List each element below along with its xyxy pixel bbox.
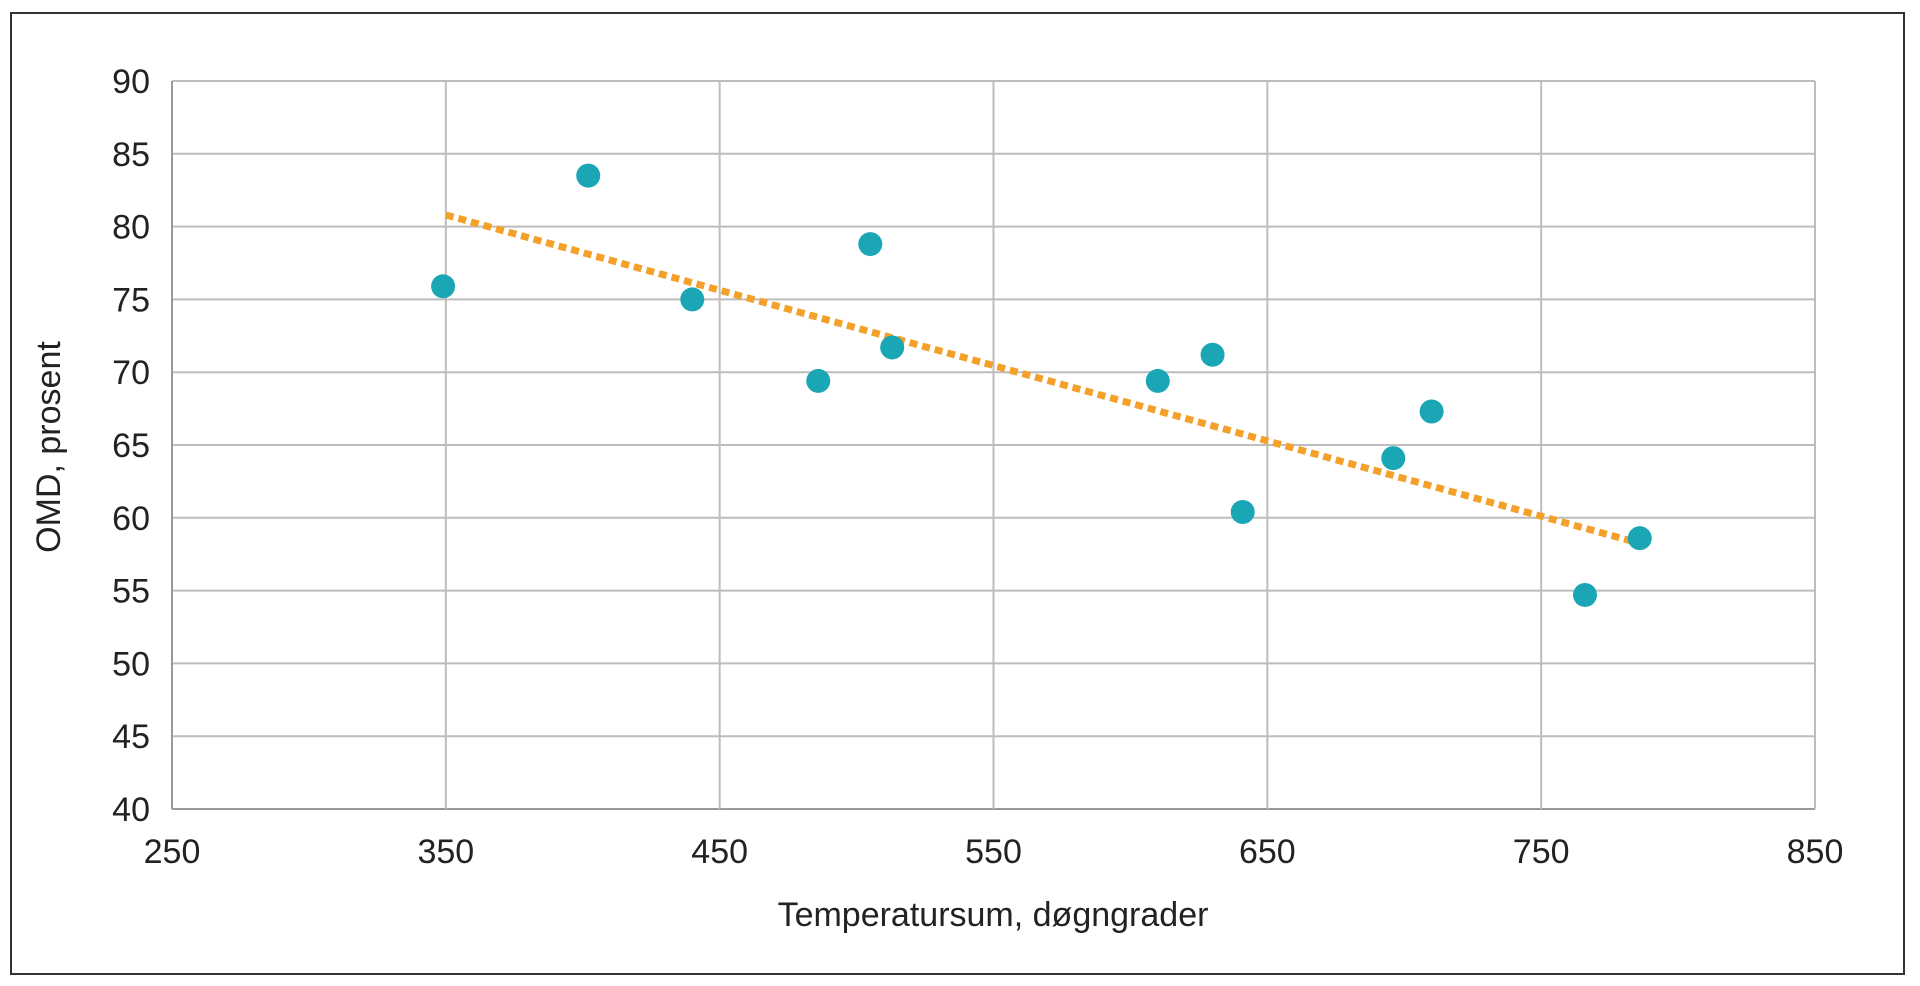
x-tick-labels: 250 350 450 550 650 750 850	[144, 833, 1844, 871]
x-axis-label: Temperatursum, døgngrader	[778, 896, 1209, 934]
data-point	[806, 368, 831, 393]
data-point	[576, 163, 601, 188]
x-tick-label: 250	[144, 833, 201, 871]
trendline	[444, 211, 1638, 546]
y-axis-label: OMD, prosent	[30, 341, 68, 553]
data-point	[1200, 342, 1225, 367]
data-point	[1145, 368, 1170, 393]
trendline-group	[444, 211, 1638, 546]
x-tick-label: 750	[1513, 833, 1570, 871]
y-tick-label: 90	[112, 63, 150, 101]
y-tick-label: 75	[112, 281, 150, 319]
y-tick-label: 55	[112, 573, 150, 611]
y-tick-label: 50	[112, 645, 150, 683]
y-tick-label: 70	[112, 354, 150, 392]
x-tick-label: 850	[1787, 833, 1844, 871]
y-tick-label: 60	[112, 500, 150, 538]
data-point	[680, 287, 705, 312]
grid-lines	[171, 80, 1816, 810]
data-point	[858, 232, 883, 257]
y-tick-label: 80	[112, 209, 150, 247]
y-tick-label: 85	[112, 136, 150, 174]
y-tick-label: 40	[112, 791, 150, 829]
x-tick-label: 650	[1239, 833, 1296, 871]
x-tick-label: 550	[965, 833, 1022, 871]
data-point	[880, 335, 905, 360]
y-tick-labels: 40 45 50 55 60 65 70 75 80 85 90	[112, 63, 150, 829]
y-tick-label: 45	[112, 718, 150, 756]
data-point	[1627, 526, 1652, 551]
data-point	[1381, 446, 1406, 471]
y-tick-label: 65	[112, 427, 150, 465]
x-tick-label: 350	[417, 833, 474, 871]
data-point	[1230, 499, 1255, 524]
data-point	[1572, 582, 1597, 607]
data-point	[431, 274, 456, 299]
chart-frame	[10, 12, 1905, 975]
data-point	[1419, 399, 1444, 424]
x-tick-label: 450	[691, 833, 748, 871]
data-points	[431, 163, 1652, 607]
